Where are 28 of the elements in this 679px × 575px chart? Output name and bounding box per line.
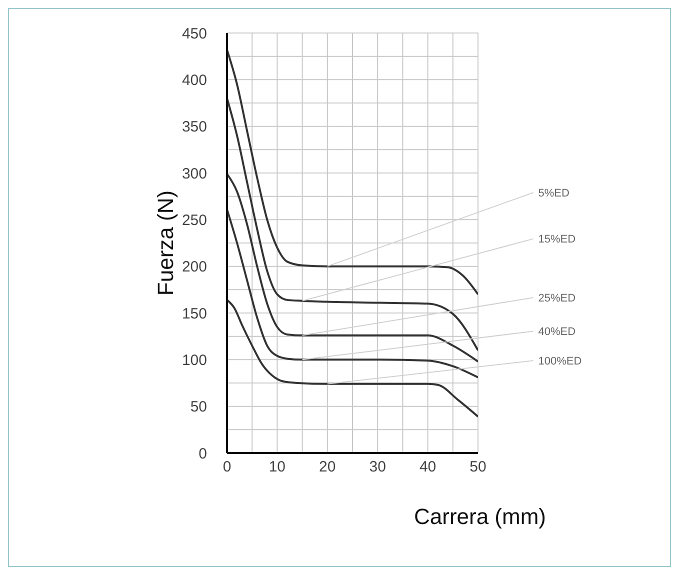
x-tick-label: 40: [419, 458, 436, 476]
y-axis-title: Fuerza (N): [152, 190, 178, 296]
text: 25%ED: [538, 292, 576, 305]
line-series: [227, 97, 478, 352]
x-tick-label: 30: [369, 458, 386, 476]
y-tick-label: 400: [182, 72, 207, 89]
y-tick-label: 100: [182, 352, 207, 369]
x-tick-label: 50: [470, 458, 486, 476]
line-series: [227, 172, 478, 363]
y-tick-label: 150: [182, 305, 207, 322]
text: 5%ED: [538, 188, 570, 200]
text: 40%ED: [538, 326, 576, 338]
y-tick-label: 200: [182, 258, 207, 276]
text: 100%ED: [538, 356, 582, 368]
x-tick-label: 0: [222, 458, 232, 476]
y-tick-label: 50: [190, 398, 207, 416]
x-axis-title: Carrera (mm): [414, 504, 546, 529]
y-tick-label: 250: [182, 212, 207, 229]
line-series: [227, 48, 478, 296]
y-tick-label: 0: [198, 445, 207, 462]
y-tick-label: 300: [182, 165, 207, 182]
y-tick-label: 450: [182, 25, 207, 42]
text: 15%ED: [538, 234, 576, 246]
x-tick-label: 10: [268, 458, 286, 476]
line-series: [227, 298, 478, 418]
x-tick-label: 20: [319, 458, 336, 476]
line-series: [227, 208, 478, 378]
y-tick-label: 350: [182, 118, 207, 136]
